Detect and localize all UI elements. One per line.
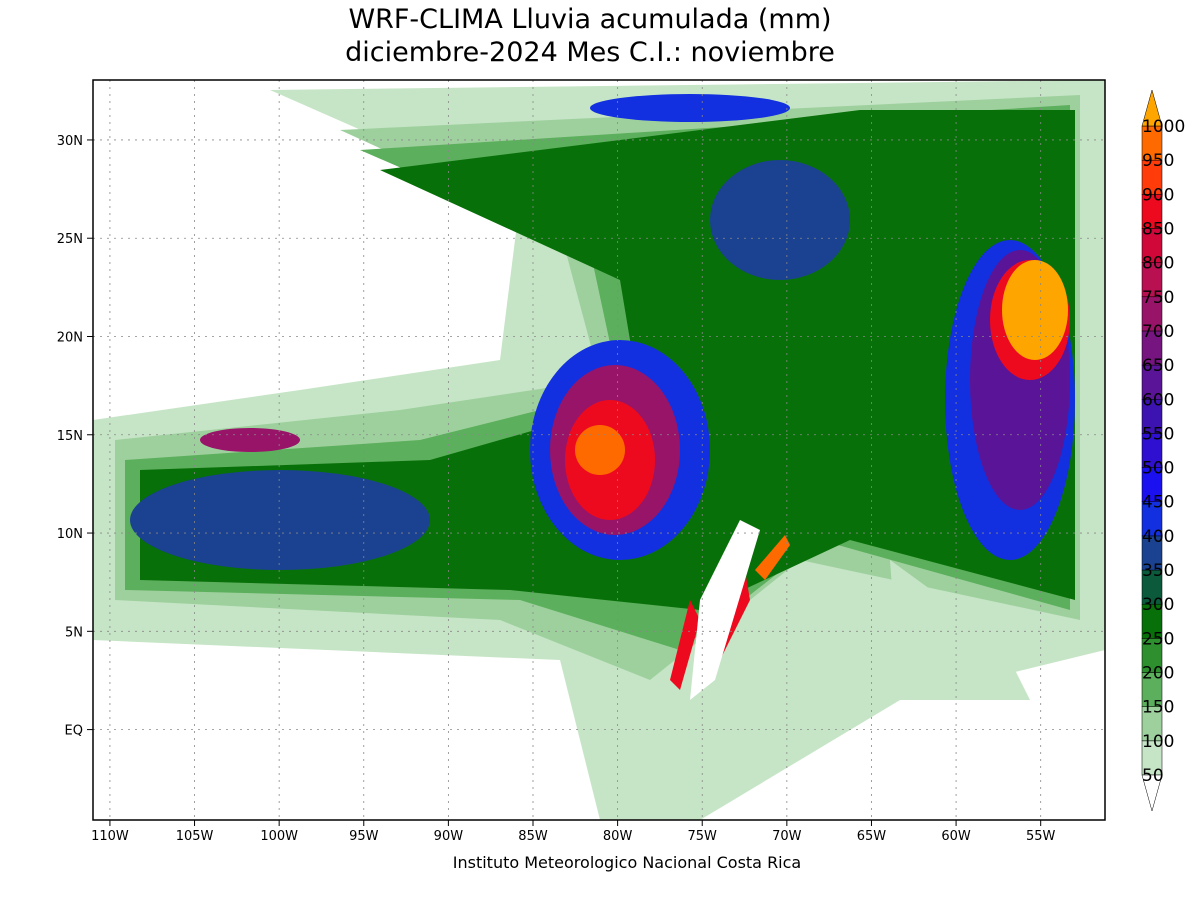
colorbar-label: 600 [1142, 390, 1174, 410]
lon-tick-label: 75W [688, 829, 718, 844]
colorbar-label: 650 [1142, 356, 1174, 376]
colorbar-over [1141, 89, 1163, 127]
map-frame [92, 79, 1106, 821]
colorbar-label: 450 [1142, 493, 1174, 513]
title-line: WRF-CLIMA Lluvia acumulada (mm) [348, 4, 831, 35]
lon-tick-label: 110W [91, 829, 129, 844]
lon-tick-label: 100W [260, 829, 298, 844]
colorbar-label: 350 [1142, 561, 1174, 581]
colorbar-label: 150 [1142, 698, 1174, 718]
colorbar-label: 50 [1142, 766, 1164, 786]
lon-tick-label: 105W [176, 829, 214, 844]
colorbar-label: 300 [1142, 595, 1174, 615]
lon-tick-label: 90W [434, 829, 464, 844]
lon-tick-label: 80W [603, 829, 633, 844]
lon-tick-label: 55W [1026, 829, 1056, 844]
colorbar-label: 850 [1142, 219, 1174, 239]
lat-tick-label: EQ [65, 724, 83, 739]
lat-tick-label: 25N [57, 232, 83, 247]
lat-tick-label: 10N [57, 527, 83, 542]
lon-tick-label: 85W [518, 829, 548, 844]
colorbar-label: 1000 [1142, 117, 1185, 137]
title-line: diciembre-2024 Mes C.I.: noviembre [345, 37, 835, 68]
colorbar-label: 700 [1142, 322, 1174, 342]
colorbar: 50 100 150 200 250 300 350 400 450 500 550 600 650 70… [1141, 89, 1185, 812]
colorbar-label: 100 [1142, 732, 1174, 752]
graticule [93, 80, 1105, 820]
lat-tick-label: 15N [57, 429, 83, 444]
lon-tick-label: 65W [857, 829, 887, 844]
lat-tick-label: 5N [65, 625, 83, 640]
colorbar-label: 500 [1142, 459, 1174, 479]
colorbar-label: 400 [1142, 527, 1174, 547]
colorbar-label: 800 [1142, 254, 1174, 274]
precip-field [93, 80, 1105, 820]
colorbar-label: 950 [1142, 151, 1174, 171]
colorbar-label: 250 [1142, 629, 1174, 649]
lon-tick-label: 70W [772, 829, 802, 844]
footer: Instituto Meteorologico Nacional Costa R… [453, 853, 801, 872]
lon-tick-label: 95W [349, 829, 379, 844]
lat-tick-label: 30N [57, 134, 83, 149]
colorbar-under [1141, 774, 1163, 812]
lat-tick-label: 20N [57, 330, 83, 345]
colorbar-label: 550 [1142, 424, 1174, 444]
colorbar-label: 200 [1142, 664, 1174, 684]
colorbar-label: 900 [1142, 185, 1174, 205]
axis-ticks: 110W 105W 100W 95W 90W 85W 80W 75W 70W 65W 60W 55W 3… [57, 134, 1056, 844]
colorbar-label: 750 [1142, 288, 1174, 308]
lon-tick-label: 60W [941, 829, 971, 844]
